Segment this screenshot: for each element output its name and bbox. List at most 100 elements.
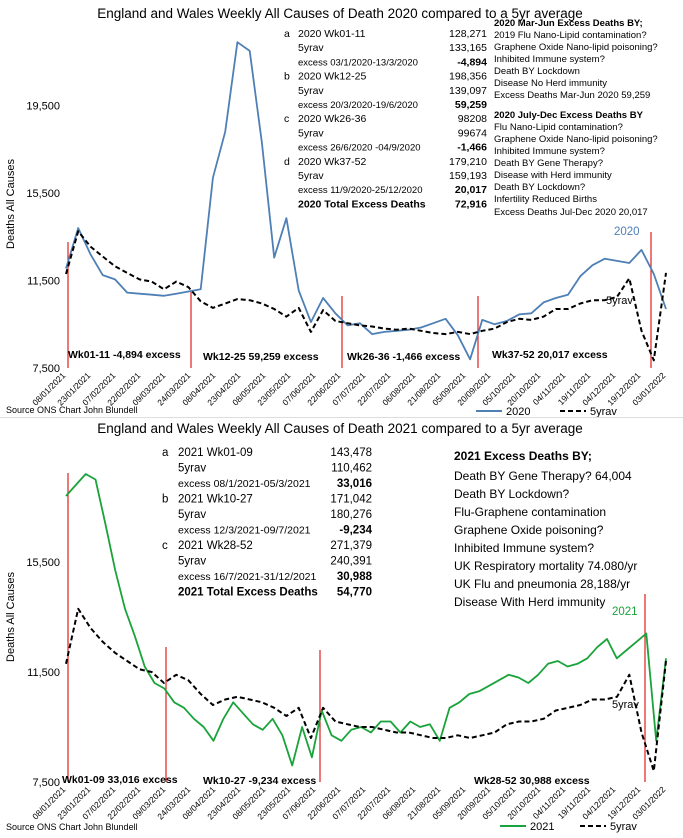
table-value: 143,478 [330, 447, 372, 459]
table-key: a [284, 28, 290, 40]
table-value: 159,193 [449, 170, 487, 182]
note-text: Inhibited Immune system? [494, 54, 605, 65]
chart-2020: England and Wales Weekly All Causes of D… [5, 6, 668, 418]
table-label: excess 26/6/2020 -04/9/2020 [298, 143, 421, 154]
table-value: 133,165 [449, 42, 487, 54]
chart-2021-panel: England and Wales Weekly All Causes of D… [0, 418, 683, 833]
note-text: Inhibited Immune system? [494, 146, 605, 157]
table-value: 99674 [458, 127, 487, 139]
note-text: Disease with Herd immunity [494, 170, 612, 181]
table-label: excess 03/1/2020-13/3/2020 [298, 57, 418, 68]
table-label: 2020 Wk12-25 [298, 71, 366, 83]
table-label: 5yrav [178, 509, 206, 521]
y-tick-label: 19,500 [26, 101, 60, 113]
y-tick-label: 7,500 [32, 777, 60, 789]
series-line-5yrav [65, 607, 667, 772]
table-label: excess 16/7/2021-31/12/2021 [178, 571, 317, 583]
chart-2020-panel: England and Wales Weekly All Causes of D… [0, 0, 683, 418]
table-label: 2020 Wk26-36 [298, 113, 366, 125]
table-value: 110,462 [331, 463, 372, 475]
table-value: 171,042 [330, 494, 372, 506]
note-text: Infertility Reduced Births [494, 194, 597, 205]
table-value: 54,770 [337, 587, 372, 599]
period-excess-label: Wk10-27 -9,234 excess [203, 775, 316, 787]
series-line-5yrav [65, 230, 667, 362]
series-end-label: 2020 [614, 226, 640, 238]
table-key: d [284, 156, 290, 168]
note-text: Graphene Oxide Nano-lipid poisoning? [494, 42, 658, 53]
table-label: 2021 Total Excess Deaths [178, 587, 318, 599]
avg-end-label: 5yrav [612, 699, 639, 711]
note-text: Graphene Oxide Nano-lipid poisoning? [494, 134, 658, 145]
note-text: Excess Deaths Mar-Jun 2020 59,259 [494, 90, 650, 101]
source-credit: Source ONS Chart John Blundell [6, 405, 138, 415]
table-label: excess 12/3/2021-09/7/2021 [178, 525, 311, 537]
note-text: 2020 July-Dec Excess Deaths BY [494, 110, 644, 121]
table-value: 20,017 [455, 184, 487, 196]
chart-title: England and Wales Weekly All Causes of D… [97, 6, 583, 21]
note-text: 2020 Mar-Jun Excess Deaths BY; [494, 18, 643, 29]
table-label: 5yrav [178, 463, 206, 475]
period-excess-label: Wk26-36 -1,466 excess [347, 351, 460, 363]
legend-label: 2021 [530, 821, 554, 833]
note-text: Excess Deaths Jul-Dec 2020 20,017 [494, 207, 648, 218]
series-end-label: 2021 [612, 606, 638, 618]
note-text: 2021 Excess Deaths BY; [454, 449, 592, 463]
table-value: 98208 [458, 113, 487, 125]
y-tick-label: 15,500 [26, 557, 60, 569]
table-label: 2021 Wk01-09 [178, 447, 253, 459]
y-tick-label: 11,500 [27, 276, 60, 288]
note-text: Disease No Herd immunity [494, 78, 607, 89]
table-value: -1,466 [457, 142, 487, 154]
table-label: 5yrav [178, 556, 206, 568]
table-label: 2021 Wk28-52 [178, 540, 253, 552]
table-label: 5yrav [298, 127, 324, 139]
table-value: 179,210 [449, 156, 487, 168]
y-axis-label: Deaths All Causes [5, 159, 17, 249]
y-tick-label: 11,500 [27, 667, 60, 679]
note-text: Death BY Lockdown? [454, 487, 570, 501]
note-text: Death BY Gene Therapy? 64,004 [454, 469, 632, 483]
table-value: 72,916 [455, 198, 487, 210]
note-text: UK Flu and pneumonia 28,188/yr [454, 577, 630, 591]
table-key: c [162, 540, 168, 552]
y-tick-label: 7,500 [32, 363, 60, 375]
legend-label: 5yrav [610, 821, 637, 833]
table-key: b [162, 494, 168, 506]
table-label: 5yrav [298, 170, 324, 182]
table-value: -9,234 [339, 525, 372, 537]
y-tick-label: 15,500 [26, 188, 60, 200]
table-label: excess 11/9/2020-25/12/2020 [298, 185, 422, 196]
table-key: b [284, 71, 290, 83]
legend-label: 2020 [506, 406, 530, 418]
table-key: c [284, 113, 289, 125]
period-excess-label: Wk01-11 -4,894 excess [68, 349, 181, 361]
panel-divider [0, 417, 683, 418]
table-value: 30,988 [337, 571, 373, 583]
table-value: 271,379 [330, 540, 372, 552]
table-label: excess 20/3/2020-19/6/2020 [298, 100, 418, 111]
period-excess-label: Wk12-25 59,259 excess [203, 351, 319, 363]
table-label: 5yrav [298, 42, 324, 54]
note-text: Graphene Oxide poisoning? [454, 523, 604, 537]
table-label: 2021 Wk10-27 [178, 494, 253, 506]
note-text: Death BY Lockdown? [494, 182, 585, 193]
chart-title: England and Wales Weekly All Causes of D… [97, 421, 583, 436]
table-value: 198,356 [449, 71, 487, 83]
series-line-2021 [65, 473, 667, 767]
table-label: 5yrav [298, 85, 324, 97]
y-axis-label: Deaths All Causes [5, 572, 17, 662]
table-label: 2020 Total Excess Deaths [298, 198, 426, 210]
note-text: UK Respiratory mortality 74.080/yr [454, 559, 637, 573]
note-text: 2019 Flu Nano-Lipid contamination? [494, 30, 647, 41]
table-value: 139,097 [449, 85, 487, 97]
table-value: 128,271 [449, 28, 487, 40]
note-text: Death BY Gene Therapy? [494, 158, 603, 169]
period-excess-label: Wk01-09 33,016 excess [62, 774, 178, 786]
table-value: 33,016 [337, 478, 372, 490]
series-line-2020 [65, 41, 667, 361]
note-text: Inhibited Immune system? [454, 541, 594, 555]
table-label: 2020 Wk01-11 [298, 28, 366, 40]
table-label: 2020 Wk37-52 [298, 156, 366, 168]
table-value: 180,276 [330, 509, 372, 521]
